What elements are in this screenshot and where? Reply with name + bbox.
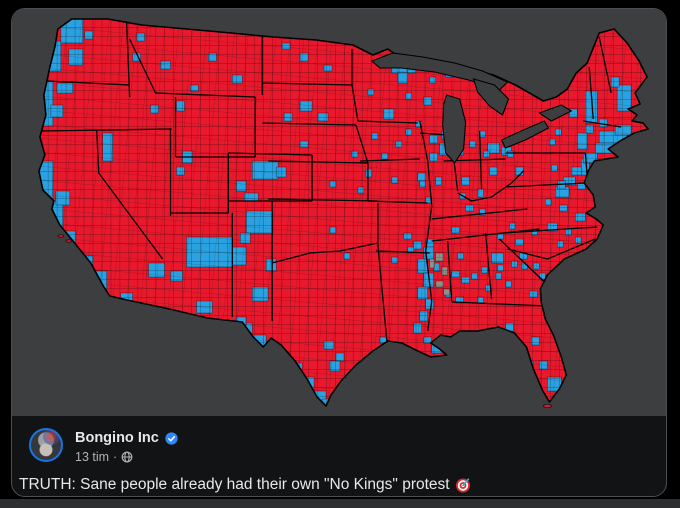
globe-icon	[121, 451, 133, 463]
caption-text: TRUTH: Sane people already had their own…	[19, 476, 450, 493]
post-caption: TRUTH: Sane people already had their own…	[19, 475, 649, 494]
author-meta: Bongino Inc 13 tim ·	[75, 428, 178, 464]
us-county-map	[38, 18, 649, 408]
post-card: Bongino Inc 13 tim ·	[11, 8, 667, 497]
author-row: Bongino Inc 13 tim ·	[29, 428, 178, 464]
verified-badge-icon	[165, 432, 178, 445]
next-element-edge	[0, 499, 680, 508]
separator-dot: ·	[113, 450, 118, 464]
dart-target-emoji	[455, 477, 470, 492]
map-image[interactable]	[12, 9, 666, 416]
avatar[interactable]	[29, 428, 63, 462]
timestamp[interactable]: 13 tim	[75, 450, 110, 464]
timestamp-row: 13 tim ·	[75, 450, 178, 464]
author-name[interactable]: Bongino Inc	[75, 430, 159, 446]
